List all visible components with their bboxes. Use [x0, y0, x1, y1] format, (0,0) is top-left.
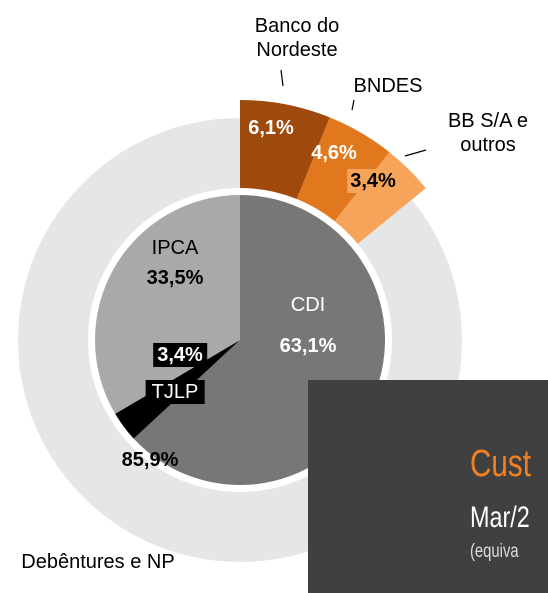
donut-segment	[240, 100, 330, 200]
value-label: 63,1%	[279, 335, 337, 357]
value-label: 6,1%	[248, 117, 294, 139]
inner-label: IPCA	[151, 237, 199, 259]
outer-label: Banco do Nordeste	[254, 15, 340, 61]
donut-segment	[334, 152, 426, 244]
panel: Cust Mar/2 (equiva	[308, 380, 548, 593]
inner-label: CDI	[290, 294, 326, 316]
panel-title: Cust	[470, 443, 531, 485]
outer-label: BNDES	[353, 75, 423, 97]
value-label: 85,9%	[121, 449, 179, 471]
value-label: 4,6%	[311, 142, 357, 164]
donut-segment	[296, 117, 390, 222]
value-label: 33,5%	[146, 267, 204, 289]
leader-line	[351, 99, 355, 111]
panel-note: (equiva	[470, 541, 519, 562]
leader-line	[280, 69, 284, 87]
value-label: 3,4%	[347, 169, 399, 193]
panel-subtitle: Mar/2	[470, 501, 530, 534]
outer-label: Debêntures e NP	[21, 551, 175, 573]
outer-label: BB S/A e outros	[447, 110, 529, 156]
leader-line	[404, 149, 427, 157]
value-label: 3,4%	[153, 343, 207, 367]
inner-label: TJLP	[145, 380, 205, 404]
